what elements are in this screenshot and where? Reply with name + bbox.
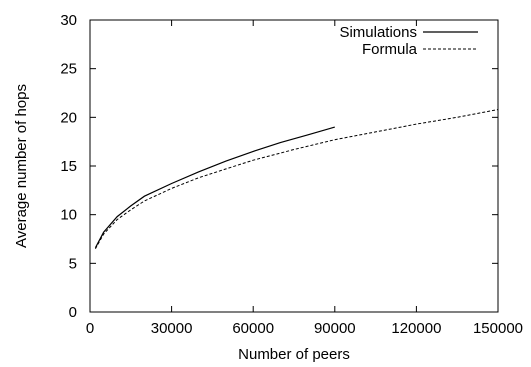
series-layer xyxy=(94,109,499,249)
legend-label-formula: Formula xyxy=(362,41,418,58)
x-tick-label: 120000 xyxy=(391,320,441,337)
y-axis: 0 5 10 15 20 25 30 xyxy=(60,12,498,321)
x-axis-label: Number of peers xyxy=(238,346,350,363)
y-tick-label: 10 xyxy=(60,207,77,224)
y-tick-label: 5 xyxy=(69,255,77,272)
legend: Simulations Formula xyxy=(339,24,478,58)
x-tick-label: 0 xyxy=(86,320,94,337)
x-tick-label: 150000 xyxy=(473,320,523,337)
plot-frame xyxy=(89,19,499,313)
series-line-simulations xyxy=(94,126,335,249)
x-tick-label: 90000 xyxy=(314,320,356,337)
y-tick-label: 25 xyxy=(60,61,77,78)
y-tick-label: 15 xyxy=(60,158,77,175)
y-tick-label: 0 xyxy=(69,304,77,321)
y-tick-label: 30 xyxy=(60,12,77,29)
x-tick-label: 30000 xyxy=(151,320,193,337)
series-line-formula xyxy=(94,109,499,249)
x-axis: 0 30000 60000 90000 120000 150000 xyxy=(86,20,523,337)
x-tick-label: 60000 xyxy=(232,320,274,337)
y-axis-label: Average number of hops xyxy=(13,84,30,248)
legend-label-simulations: Simulations xyxy=(339,24,417,41)
y-tick-label: 20 xyxy=(60,109,77,126)
